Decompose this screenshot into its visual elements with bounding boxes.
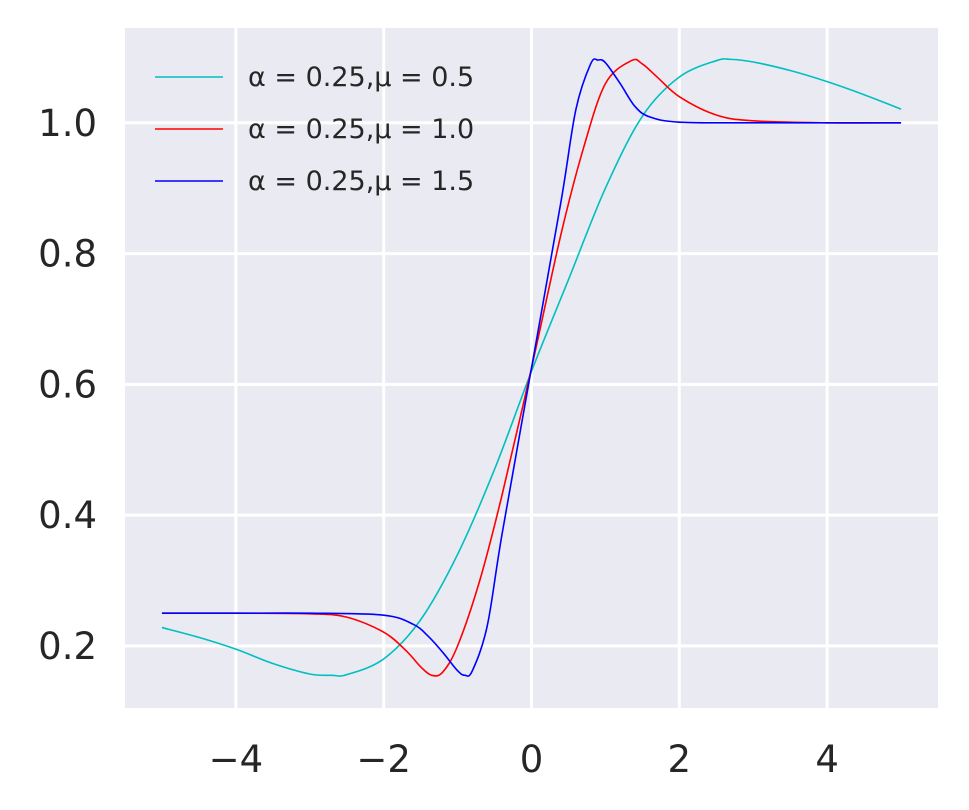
x-tick-label: 4 — [815, 738, 839, 781]
legend-label: α = 0.25,μ = 1.0 — [248, 114, 474, 145]
x-axis-ticks: −4 −2 0 2 4 — [209, 738, 839, 781]
x-tick-label: −4 — [209, 738, 264, 781]
y-tick-label: 0.6 — [38, 363, 97, 406]
y-tick-label: 0.4 — [38, 494, 97, 537]
y-axis-ticks: 0.2 0.4 0.6 0.8 1.0 — [38, 102, 97, 668]
x-tick-label: 0 — [520, 738, 544, 781]
y-tick-label: 0.8 — [38, 233, 97, 276]
y-tick-label: 1.0 — [38, 102, 97, 145]
x-tick-label: −2 — [356, 738, 411, 781]
x-tick-label: 2 — [668, 738, 692, 781]
legend-label: α = 0.25,μ = 1.5 — [248, 166, 474, 197]
legend-label: α = 0.25,μ = 0.5 — [248, 62, 474, 93]
y-tick-label: 0.2 — [38, 625, 97, 668]
